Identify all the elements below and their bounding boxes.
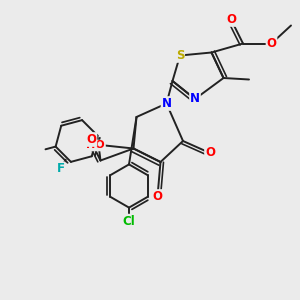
Text: O: O (266, 37, 277, 50)
Text: F: F (56, 162, 64, 175)
Text: O: O (86, 133, 97, 146)
Text: S: S (176, 49, 184, 62)
Text: Cl: Cl (123, 214, 135, 228)
Text: O: O (205, 146, 215, 160)
Text: O: O (226, 13, 236, 26)
Text: O: O (152, 190, 163, 203)
Text: HO: HO (86, 140, 105, 151)
Text: N: N (190, 92, 200, 106)
Text: N: N (161, 97, 172, 110)
